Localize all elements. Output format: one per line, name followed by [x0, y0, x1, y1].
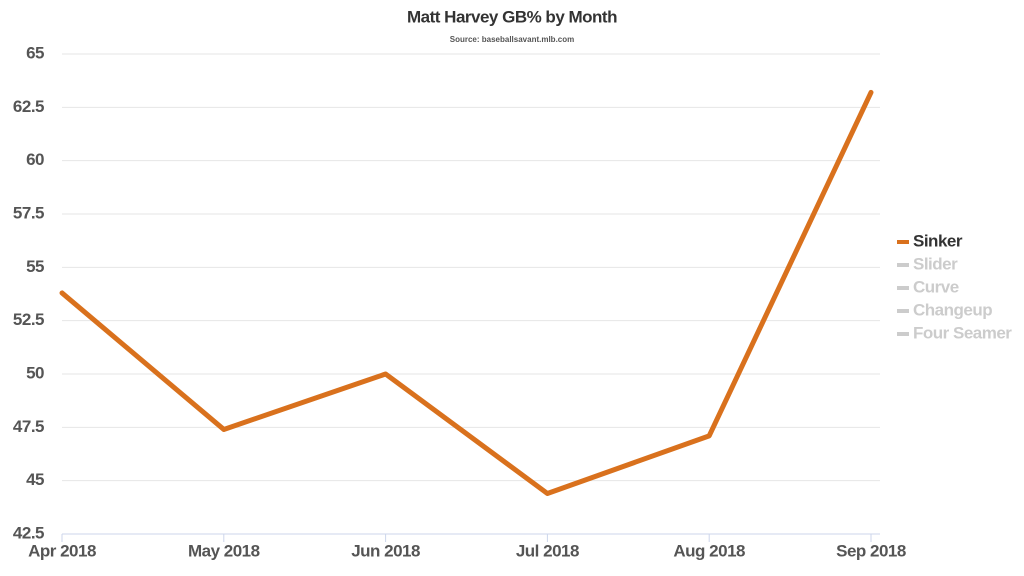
- y-tick-label: 62.5: [13, 97, 44, 116]
- y-tick-label: 50: [26, 363, 44, 382]
- y-tick-label: 57.5: [13, 203, 44, 222]
- x-tick-label: Apr 2018: [28, 541, 96, 560]
- x-tick-label: Sep 2018: [836, 541, 906, 560]
- x-tick-label: Aug 2018: [673, 541, 745, 560]
- legend-label[interactable]: Curve: [913, 277, 959, 296]
- legend-label[interactable]: Sinker: [913, 231, 963, 250]
- x-tick-label: May 2018: [188, 541, 260, 560]
- line-series: [59, 89, 874, 496]
- y-tick-label: 60: [26, 150, 44, 169]
- legend-label[interactable]: Four Seamer: [913, 323, 1013, 342]
- y-tick-label: 55: [26, 257, 44, 276]
- y-tick-label: 45: [26, 470, 44, 489]
- legend-label[interactable]: Slider: [913, 254, 959, 273]
- legend-label[interactable]: Changeup: [913, 300, 993, 319]
- chart-subtitle: Source: baseballsavant.mlb.com: [450, 35, 575, 44]
- y-tick-label: 52.5: [13, 310, 44, 329]
- chart-title: Matt Harvey GB% by Month: [407, 7, 617, 26]
- x-tick-label: Jul 2018: [516, 541, 579, 560]
- x-tick-label: Jun 2018: [351, 541, 420, 560]
- y-tick-label: 47.5: [13, 417, 44, 436]
- y-tick-label: 42.5: [13, 523, 44, 542]
- y-tick-label: 65: [26, 43, 44, 62]
